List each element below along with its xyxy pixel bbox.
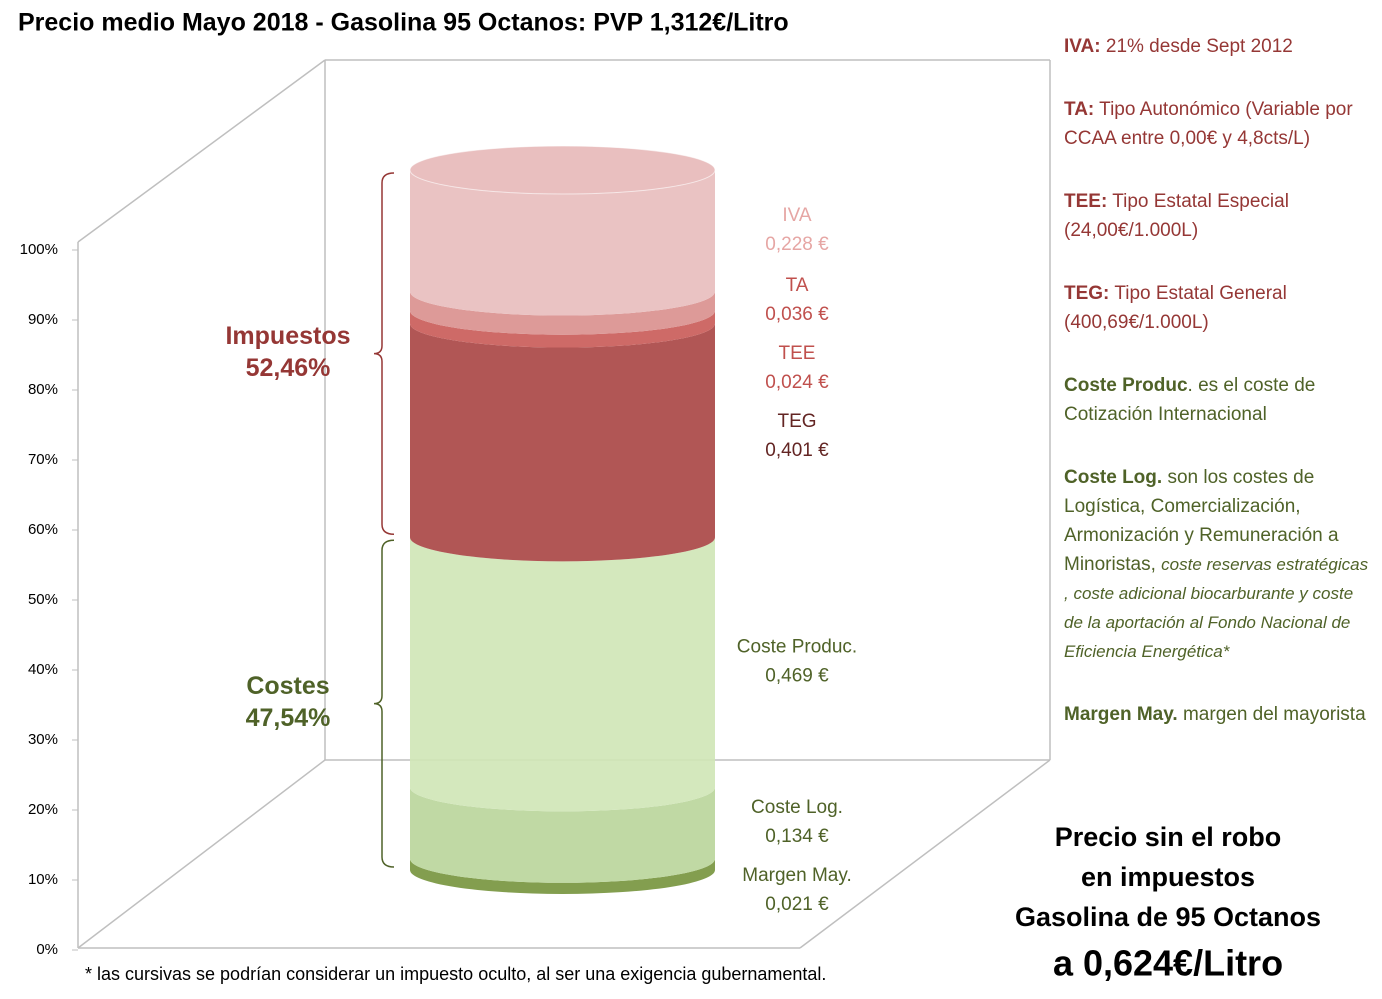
note: TEE: Tipo Estatal Especial (24,00€/1.000…	[1064, 187, 1376, 245]
group-bracket	[373, 539, 395, 868]
note-text: coste reservas estratégicas , coste adic…	[1064, 555, 1369, 661]
y-tick-label: 70%	[28, 451, 58, 468]
value-label: 0,469 €	[765, 665, 829, 686]
y-tick-label: 20%	[28, 801, 58, 818]
note: TEG: Tipo Estatal General (400,69€/1.000…	[1064, 279, 1376, 337]
note-text: Tipo Estatal Especial (24,00€/1.000L)	[1064, 191, 1289, 241]
y-tick-label: 30%	[28, 731, 58, 748]
note: Coste Log. son los costes de Logística, …	[1064, 463, 1376, 666]
note-text: Margen May.	[1064, 704, 1178, 725]
footnote: * las cursivas se podrían considerar un …	[85, 964, 826, 984]
segment	[410, 310, 715, 348]
note-text: TEE:	[1064, 191, 1108, 212]
segment-label: TA	[786, 275, 809, 296]
value-label: 0,228 €	[765, 234, 829, 255]
summary-line: a 0,624€/Litro	[1053, 943, 1283, 984]
segment-label: IVA	[782, 205, 812, 226]
value-label: 0,036 €	[765, 304, 829, 325]
chart-title: Precio medio Mayo 2018 - Gasolina 95 Oct…	[18, 9, 789, 37]
note-text: 21% desde Sept 2012	[1100, 36, 1293, 57]
y-tick-label: 0%	[36, 941, 58, 958]
segment	[410, 787, 715, 883]
notes: IVA: 21% desde Sept 2012 TA: Tipo Autonóm…	[1064, 32, 1376, 763]
segment	[410, 291, 715, 335]
segment	[410, 537, 715, 812]
segment	[410, 170, 715, 316]
segment-label: Coste Produc.	[737, 636, 857, 657]
segment-label: TEG	[777, 411, 816, 432]
y-tick-label: 100%	[20, 241, 58, 258]
note: TA: Tipo Autonómico (Variable por CCAA e…	[1064, 95, 1376, 153]
note-text: Coste Log.	[1064, 467, 1163, 488]
note: Coste Produc. es el coste de Cotización …	[1064, 371, 1376, 429]
value-label: 0,024 €	[765, 372, 829, 393]
value-label: 0,401 €	[765, 440, 829, 461]
y-tick-label: 90%	[28, 311, 58, 328]
summary-line: en impuestos	[1081, 862, 1255, 892]
note: IVA: 21% desde Sept 2012	[1064, 32, 1376, 61]
note-text: TA:	[1064, 99, 1095, 120]
value-label: 0,134 €	[765, 826, 829, 847]
segment-label: Margen May.	[742, 865, 851, 886]
note-text: Coste Produc	[1064, 375, 1188, 396]
segment	[410, 323, 715, 562]
y-tick-label: 50%	[28, 591, 58, 608]
group-value: 52,46%	[246, 354, 331, 382]
group-value: 47,54%	[246, 704, 331, 732]
note: Margen May. margen del mayorista	[1064, 700, 1376, 729]
segment-label: TEE	[779, 343, 816, 364]
note-text: Tipo Autonómico (Variable por CCAA entre…	[1064, 99, 1353, 149]
group-label: Impuestos	[225, 322, 350, 350]
y-tick-label: 40%	[28, 661, 58, 678]
summary-line: Precio sin el robo	[1055, 822, 1282, 852]
y-tick-label: 10%	[28, 871, 58, 888]
note-text: son los costes de Logística, Comercializ…	[1064, 467, 1339, 575]
note-text: margen del mayorista	[1177, 704, 1366, 725]
note-text: TEG:	[1064, 283, 1110, 304]
summary: Precio sin el robo en impuestos Gasolina d…	[1015, 822, 1321, 983]
group-bracket	[373, 172, 395, 535]
y-tick-label: 60%	[28, 521, 58, 538]
value-label: 0,021 €	[765, 894, 829, 915]
cylinder-top	[409, 145, 716, 195]
summary-line: Gasolina de 95 Octanos	[1015, 902, 1321, 932]
note-text: Tipo Estatal General (400,69€/1.000L)	[1064, 283, 1287, 333]
group-label: Costes	[246, 672, 329, 700]
note-text: . es el coste de Cotización Internaciona…	[1064, 375, 1316, 425]
segment	[410, 858, 715, 894]
y-tick-label: 80%	[28, 381, 58, 398]
segment-label: Coste Log.	[751, 797, 843, 818]
note-text: IVA:	[1064, 36, 1101, 57]
